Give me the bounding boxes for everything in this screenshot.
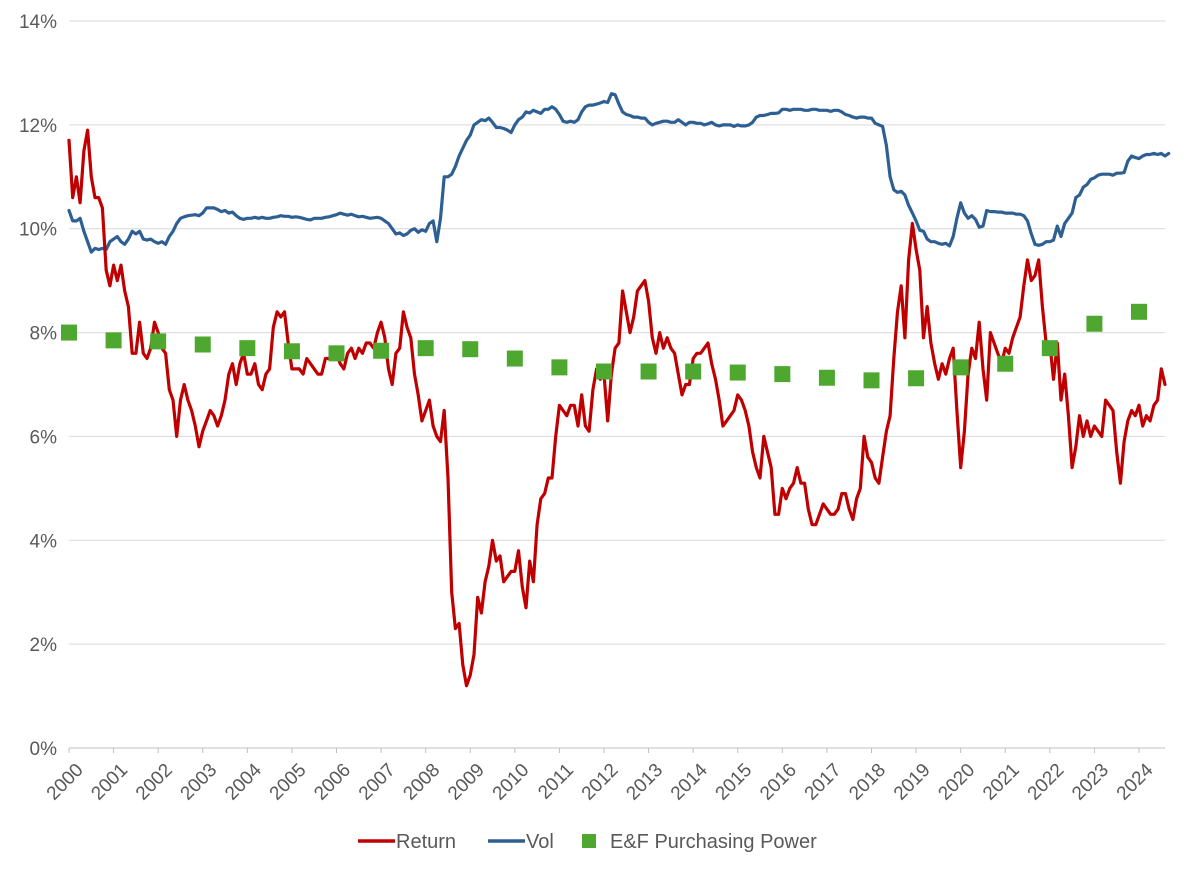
x-tick-label: 2012 (578, 760, 623, 805)
series-line-vol (67, 92, 1171, 254)
y-axis-tick-labels: 0% 2% 4% 6% 8% 10% 12% 14% (19, 12, 57, 760)
legend-label: Vol (526, 831, 554, 853)
purchasing-power-marker (1086, 315, 1103, 332)
x-tick-label: 2011 (534, 760, 578, 804)
legend-item: Return (358, 831, 456, 853)
x-tick-label: 2000 (43, 760, 88, 805)
y-tick-label: 10% (19, 220, 57, 241)
legend-swatch (582, 834, 596, 848)
x-tick-label: 2002 (132, 760, 177, 805)
purchasing-power-marker (640, 363, 657, 380)
gridlines (68, 20, 1165, 753)
purchasing-power-marker (774, 366, 791, 383)
y-tick-label: 4% (30, 531, 58, 552)
x-tick-label: 2020 (934, 760, 979, 805)
legend-label: E&F Purchasing Power (610, 831, 817, 853)
series-group (61, 92, 1171, 688)
x-tick-label: 2005 (266, 760, 311, 805)
y-tick-label: 14% (19, 12, 57, 33)
x-tick-label: 2024 (1113, 759, 1158, 804)
x-tick-label: 2016 (756, 760, 801, 805)
purchasing-power-marker (194, 336, 211, 353)
purchasing-power-marker (239, 340, 256, 357)
x-tick-label: 2006 (310, 760, 355, 805)
y-tick-label: 2% (30, 635, 58, 656)
purchasing-power-marker (997, 355, 1014, 372)
purchasing-power-marker (863, 372, 880, 389)
x-tick-label: 2022 (1024, 760, 1069, 805)
x-tick-label: 2018 (845, 760, 890, 805)
purchasing-power-marker (729, 364, 746, 381)
x-tick-label: 2017 (801, 760, 846, 805)
legend: Return Vol E&F Purchasing Power (358, 831, 817, 853)
x-tick-label: 2015 (712, 760, 757, 805)
purchasing-power-marker (417, 340, 434, 357)
x-tick-label: 2001 (87, 760, 132, 805)
purchasing-power-marker (1041, 340, 1058, 357)
x-tick-label: 2014 (667, 759, 712, 804)
purchasing-power-marker (506, 350, 523, 367)
purchasing-power-marker (818, 369, 835, 386)
legend-label: Return (396, 831, 456, 853)
x-axis-tick-labels: 2000 2001 2002 2003 2004 2005 2006 2007 2008 2009… (43, 759, 1158, 804)
x-tick-label: 2023 (1068, 760, 1113, 805)
purchasing-power-marker (595, 363, 612, 380)
purchasing-power-marker (908, 370, 925, 387)
purchasing-power-marker (952, 359, 969, 376)
x-tick-label: 2013 (622, 760, 667, 805)
y-tick-label: 0% (30, 739, 58, 760)
y-tick-label: 12% (19, 116, 57, 137)
x-tick-label: 2021 (979, 760, 1024, 805)
series-line-return (67, 128, 1167, 688)
purchasing-power-marker (328, 345, 345, 362)
x-tick-label: 2010 (489, 760, 534, 805)
x-tick-label: 2009 (444, 760, 489, 805)
x-tick-label: 2019 (890, 760, 935, 805)
legend-item: E&F Purchasing Power (582, 831, 817, 853)
y-tick-label: 6% (30, 427, 58, 448)
x-tick-label: 2007 (355, 760, 400, 805)
x-tick-label: 2004 (221, 759, 266, 804)
purchasing-power-marker (685, 363, 702, 380)
purchasing-power-marker (105, 332, 122, 349)
purchasing-power-marker (551, 359, 568, 376)
y-tick-label: 8% (30, 324, 58, 345)
purchasing-power-marker (61, 324, 77, 341)
legend-item: Vol (488, 831, 554, 853)
purchasing-power-marker (283, 343, 300, 360)
purchasing-power-marker (1130, 303, 1147, 320)
x-tick-label: 2008 (400, 760, 445, 805)
purchasing-power-marker (462, 341, 479, 358)
purchasing-power-marker (150, 333, 167, 350)
purchasing-power-marker (373, 342, 390, 359)
x-tick-label: 2003 (177, 760, 222, 805)
